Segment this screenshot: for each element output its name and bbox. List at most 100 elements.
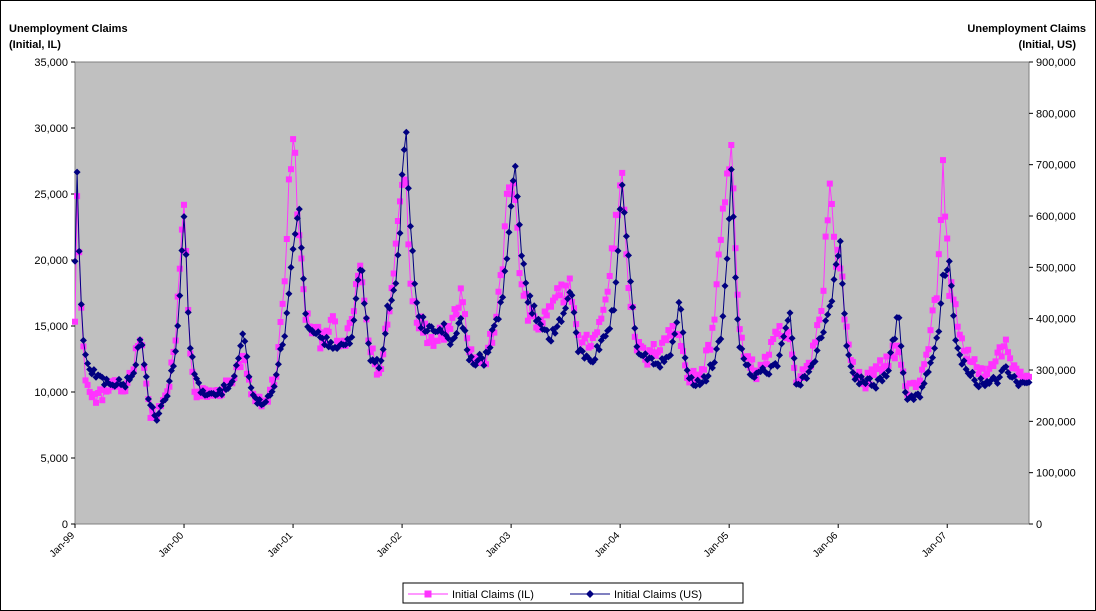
data-point-us: [553, 323, 561, 330]
data-point-il: [1011, 362, 1018, 369]
data-point-us: [182, 251, 190, 259]
data-point-il: [1005, 349, 1011, 356]
data-point-us: [534, 315, 542, 323]
data-point-il: [933, 295, 940, 302]
data-point-il: [181, 201, 187, 208]
data-point-il: [197, 393, 204, 400]
data-point-il: [426, 338, 433, 345]
data-point-il: [677, 343, 684, 349]
data-point-il: [812, 339, 819, 346]
legend-label-us: Initial Claims (US): [614, 589, 702, 601]
data-point-us: [216, 386, 224, 394]
left-tick-label: 30,000: [34, 123, 68, 135]
data-point-il: [650, 341, 657, 347]
data-point-il: [864, 369, 871, 376]
data-point-us: [232, 361, 240, 369]
data-point-il: [428, 333, 435, 340]
data-point-il: [602, 296, 609, 303]
data-point-il: [935, 251, 942, 258]
data-point-il: [789, 351, 796, 358]
data-point-us: [237, 342, 245, 350]
data-point-il: [95, 390, 102, 396]
data-point-il: [529, 305, 536, 312]
legend-label-il: Initial Claims (IL): [452, 589, 534, 601]
data-point-us: [407, 222, 414, 230]
data-point-il: [799, 366, 806, 373]
data-point-us: [929, 354, 937, 362]
data-point-il: [294, 211, 301, 218]
data-point-us: [354, 276, 362, 284]
data-point-us: [480, 361, 488, 369]
data-point-us: [178, 247, 186, 254]
x-tick-label: Jan-99: [48, 530, 78, 560]
data-point-il: [90, 391, 97, 398]
data-point-us: [490, 322, 498, 330]
data-point-il: [384, 321, 391, 328]
data-point-il: [598, 315, 605, 322]
data-point-il: [88, 394, 95, 401]
data-point-il: [105, 387, 112, 394]
data-point-us: [417, 324, 425, 332]
x-tick-label: Jan-00: [157, 530, 187, 560]
data-point-il: [1017, 368, 1024, 375]
data-point-us: [941, 272, 949, 280]
data-point-il: [541, 308, 548, 315]
data-point-il: [548, 303, 554, 310]
data-point-us: [687, 373, 695, 381]
right-tick-label: 300,000: [1036, 365, 1076, 377]
data-point-us: [348, 333, 356, 341]
data-point-us: [256, 396, 263, 403]
data-point-us: [838, 280, 846, 288]
data-point-il: [600, 306, 607, 313]
data-point-il: [738, 334, 745, 341]
data-point-us: [557, 318, 565, 326]
data-point-us: [176, 292, 184, 300]
data-point-il: [1026, 373, 1032, 380]
data-point-il: [283, 236, 290, 242]
data-point-us: [520, 260, 528, 268]
data-point-il: [558, 281, 565, 288]
data-point-us: [933, 334, 941, 342]
data-point-il: [820, 287, 827, 294]
data-point-us: [614, 247, 622, 255]
data-point-us: [671, 330, 679, 338]
data-point-us: [461, 327, 469, 335]
data-point-il: [560, 299, 567, 306]
data-point-us: [379, 345, 387, 353]
data-point-il: [992, 358, 999, 365]
data-point-us: [463, 346, 471, 354]
data-point-il: [690, 367, 697, 374]
data-point-us: [738, 345, 746, 353]
data-point-us: [622, 232, 630, 240]
data-point-il: [724, 170, 731, 177]
data-point-il: [143, 380, 150, 387]
data-point-il: [814, 322, 821, 329]
data-point-us: [547, 337, 555, 345]
data-point-us: [675, 298, 683, 306]
data-point-us: [350, 316, 358, 324]
data-point-il: [946, 292, 953, 299]
data-point-us: [602, 332, 609, 340]
data-point-il: [952, 301, 959, 308]
data-point-il: [734, 291, 741, 298]
data-point-il: [747, 364, 754, 371]
data-point-il: [388, 285, 395, 292]
right-tick-label: 400,000: [1036, 314, 1076, 326]
data-point-il: [300, 286, 307, 293]
data-point-us: [610, 306, 618, 314]
data-point-us: [526, 292, 534, 300]
data-point-us: [113, 381, 121, 388]
data-point-il: [573, 321, 580, 328]
data-point-il: [441, 336, 447, 343]
data-point-il: [267, 386, 273, 393]
plot-area: [74, 61, 1030, 525]
data-point-il: [350, 308, 357, 315]
data-point-us: [360, 300, 368, 307]
data-point-il: [745, 353, 751, 360]
x-tick-label: Jan-05: [702, 530, 732, 560]
data-point-us: [633, 343, 641, 351]
data-point-us: [732, 274, 739, 281]
data-point-il: [1015, 372, 1022, 379]
data-point-il: [766, 351, 772, 358]
data-point-us: [570, 308, 578, 316]
